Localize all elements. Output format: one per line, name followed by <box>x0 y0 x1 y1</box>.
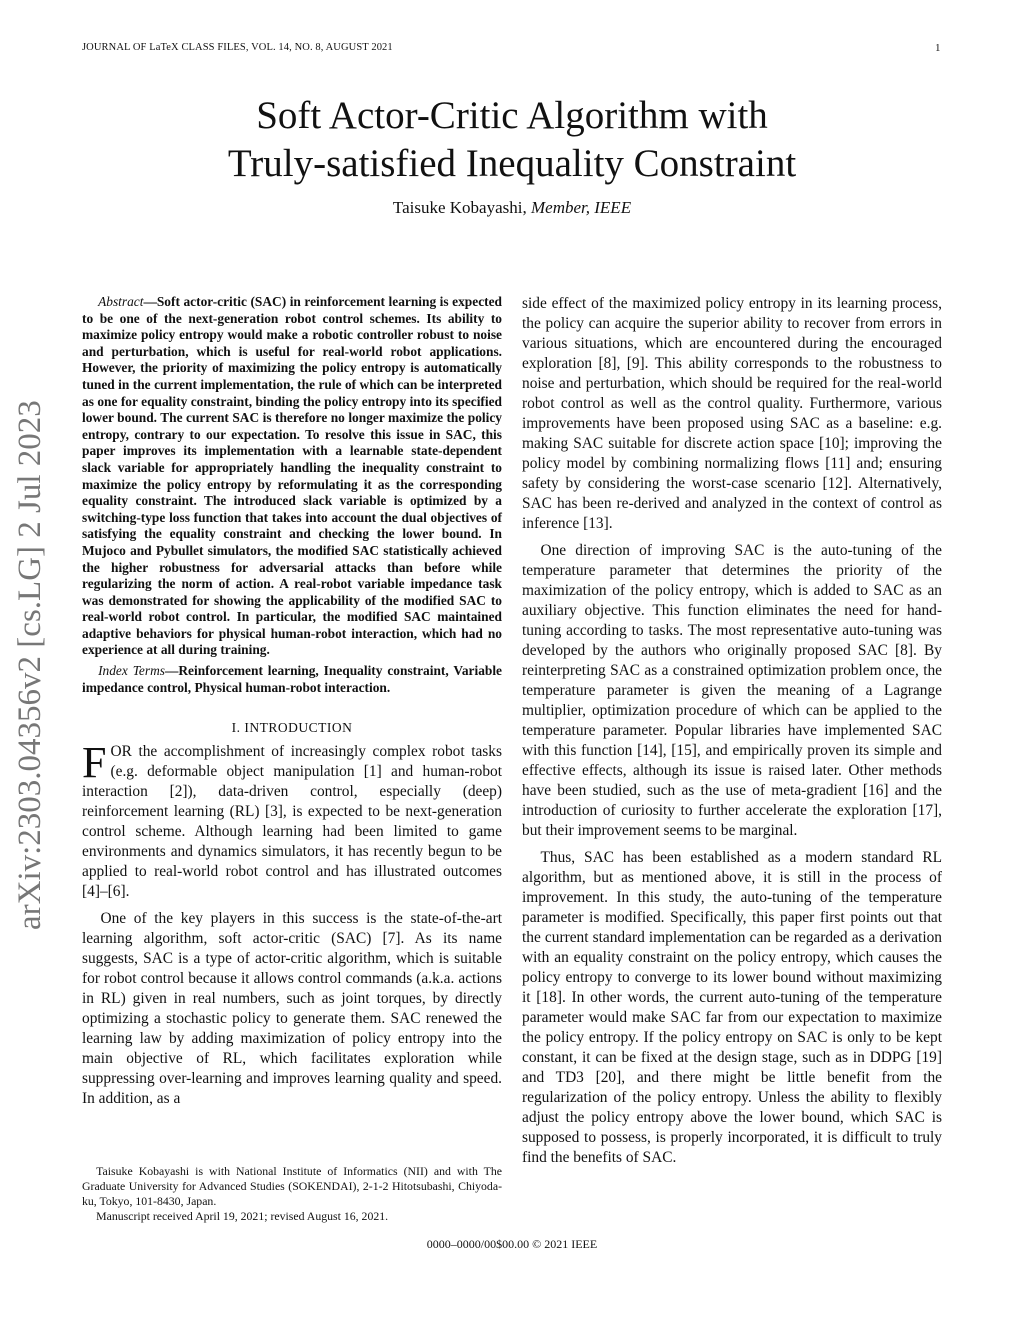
footnote-affiliation: Taisuke Kobayashi is with National Insti… <box>82 1164 502 1208</box>
paper-title: Soft Actor-Critic Algorithm with Truly-sa… <box>0 92 1024 188</box>
intro-paragraph-2: One of the key players in this success i… <box>82 910 502 1108</box>
abstract: Abstract—Soft actor-critic (SAC) in rein… <box>82 294 502 659</box>
author-membership: Member, IEEE <box>531 198 632 217</box>
left-column: Abstract—Soft actor-critic (SAC) in rein… <box>82 294 502 1116</box>
title-line-1: Soft Actor-Critic Algorithm with <box>256 94 768 137</box>
arxiv-stamp: arXiv:2303.04356v2 [cs.LG] 2 Jul 2023 <box>12 400 48 930</box>
footnote-manuscript: Manuscript received April 19, 2021; revi… <box>96 1209 389 1223</box>
running-header: JOURNAL OF LaTeX CLASS FILES, VOL. 14, N… <box>82 42 393 53</box>
page-number: 1 <box>935 42 941 54</box>
intro-paragraph-1: F OR the accomplishment of increasingly c… <box>82 738 502 902</box>
index-terms: Index Terms—Reinforcement learning, Ineq… <box>82 663 502 696</box>
index-terms-text: —Reinforcement learning, Inequality cons… <box>82 663 502 695</box>
index-terms-label: Index Terms <box>98 663 165 679</box>
author-line: Taisuke Kobayashi, Member, IEEE <box>0 198 1024 218</box>
footnote: Taisuke Kobayashi is with National Insti… <box>82 1164 502 1224</box>
intro-paragraph-4: Thus, SAC has been established as a mode… <box>522 849 942 1166</box>
right-column: side effect of the maximized policy entr… <box>522 294 942 1175</box>
intro-paragraph-3: One direction of improving SAC is the au… <box>522 542 942 839</box>
abstract-text: —Soft actor-critic (SAC) in reinforcemen… <box>82 294 502 658</box>
copyright-line: 0000–0000/00$00.00 © 2021 IEEE <box>426 1237 598 1251</box>
drop-cap: F <box>82 738 107 788</box>
paragraph-text: OR the accomplishment of increasingly co… <box>82 743 502 901</box>
section-heading: I. INTRODUCTION <box>231 720 353 736</box>
abstract-label: Abstract <box>98 294 144 309</box>
intro-paragraph-2-continued: side effect of the maximized policy entr… <box>522 295 942 532</box>
title-line-2: Truly-satisfied Inequality Constraint <box>227 142 797 185</box>
author-name: Taisuke Kobayashi, <box>392 198 527 217</box>
